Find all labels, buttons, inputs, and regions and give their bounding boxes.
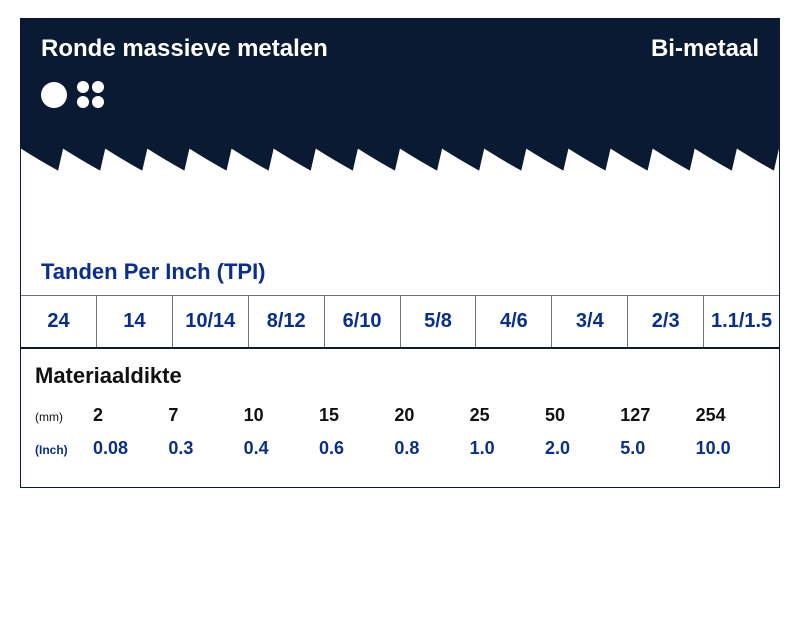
thickness-unit-label: (Inch) (35, 443, 87, 457)
thickness-value: 5.0 (614, 438, 689, 459)
thickness-unit-label: (mm) (35, 410, 87, 424)
tpi-row: 241410/148/126/105/84/63/42/31.1/1.5 (21, 295, 779, 349)
header: Ronde massieve metalen Bi-metaal (21, 19, 779, 189)
thickness-value: 127 (614, 405, 689, 426)
thickness-row: (Inch)0.080.30.40.60.81.02.05.010.0 (35, 432, 765, 465)
dot-icon (92, 81, 104, 93)
tpi-cell: 14 (97, 296, 173, 347)
thickness-values: 0.080.30.40.60.81.02.05.010.0 (87, 438, 765, 459)
tpi-cell: 24 (21, 296, 97, 347)
dot-icon (92, 96, 104, 108)
tpi-cell: 3/4 (552, 296, 628, 347)
thickness-value: 254 (690, 405, 765, 426)
title-left: Ronde massieve metalen (41, 35, 328, 63)
thickness-value: 10.0 (690, 438, 765, 459)
thickness-value: 1.0 (464, 438, 539, 459)
thickness-value: 10 (238, 405, 313, 426)
tpi-cell: 4/6 (476, 296, 552, 347)
tpi-section: Tanden Per Inch (TPI) 241410/148/126/105… (21, 189, 779, 349)
thickness-value: 0.8 (388, 438, 463, 459)
thickness-values: 271015202550127254 (87, 405, 765, 426)
tpi-title: Tanden Per Inch (TPI) (21, 259, 779, 295)
thickness-value: 20 (388, 405, 463, 426)
thickness-value: 15 (313, 405, 388, 426)
dot-icon (77, 96, 89, 108)
tpi-cell: 10/14 (173, 296, 249, 347)
thickness-section: Materiaaldikte (mm)271015202550127254(In… (21, 349, 779, 487)
header-titles: Ronde massieve metalen Bi-metaal (41, 35, 759, 63)
tpi-cell: 8/12 (249, 296, 325, 347)
solid-round-icon (41, 82, 67, 108)
profile-shapes (41, 81, 104, 108)
thickness-value: 2 (87, 405, 162, 426)
bundle-round-icon (77, 81, 104, 108)
thickness-value: 7 (162, 405, 237, 426)
thickness-value: 0.6 (313, 438, 388, 459)
tpi-cell: 1.1/1.5 (704, 296, 779, 347)
tpi-cell: 2/3 (628, 296, 704, 347)
title-right: Bi-metaal (651, 35, 759, 63)
thickness-value: 0.4 (238, 438, 313, 459)
dot-icon (77, 81, 89, 93)
thickness-value: 0.3 (162, 438, 237, 459)
thickness-value: 50 (539, 405, 614, 426)
thickness-row: (mm)271015202550127254 (35, 399, 765, 432)
thickness-value: 0.08 (87, 438, 162, 459)
thickness-value: 2.0 (539, 438, 614, 459)
thickness-title: Materiaaldikte (35, 363, 765, 399)
tpi-cell: 6/10 (325, 296, 401, 347)
blade-spec-card: Ronde massieve metalen Bi-metaal Tanden … (20, 18, 780, 488)
tpi-cell: 5/8 (401, 296, 477, 347)
thickness-value: 25 (464, 405, 539, 426)
